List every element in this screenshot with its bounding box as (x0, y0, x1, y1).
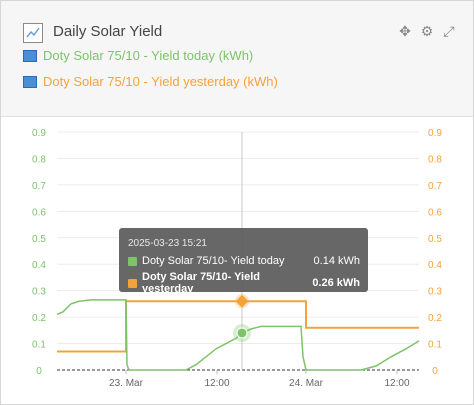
y-tick-label-left: 0.2 (32, 313, 46, 324)
series-line-yield-yesterday (57, 300, 419, 353)
y-tick-label-right: 0.8 (428, 154, 442, 165)
y-tick-label-right: 0.9 (428, 128, 442, 139)
y-tick-label-right: 0.4 (428, 260, 442, 271)
series-swatch-icon (23, 75, 37, 88)
tooltip-series-name: Doty Solar 75/10- Yield yesterday (142, 271, 260, 295)
y-tick-label-right: 0.1 (428, 340, 442, 351)
widget-tools: ✥ ⚙ ⤢ (397, 23, 457, 39)
expand-icon[interactable]: ⤢ (443, 23, 455, 39)
tooltip-date: 2025-03-23 15:21 (128, 238, 207, 249)
tooltip-row-yield-today: Doty Solar 75/10- Yield today 0.14 kWh (128, 255, 360, 267)
y-tick-label-left: 0.8 (32, 154, 46, 165)
legend-item-yield-yesterday[interactable]: Doty Solar 75/10 - Yield yesterday (kWh) (23, 74, 278, 89)
y-tick-label-left: 0.3 (32, 287, 46, 298)
hover-marker-yield-today (236, 327, 248, 339)
y-tick-label-right: 0.5 (428, 234, 442, 245)
tooltip-row-yield-yesterday: Doty Solar 75/10- Yield yesterday 0.26 k… (128, 271, 360, 295)
move-icon[interactable]: ✥ (399, 23, 411, 39)
tooltip-swatch (128, 278, 137, 288)
x-tick-label: 12:00 (384, 378, 409, 389)
series-swatch-icon (23, 49, 37, 62)
x-tick-label: 24. Mar (289, 378, 324, 389)
y-tick-label-left: 0.6 (32, 207, 46, 218)
y-tick-label-left: 0 (36, 366, 42, 377)
y-tick-label-left: 0.5 (32, 234, 46, 245)
series-line-yield-today (56, 299, 420, 371)
widget-header: Daily Solar Yield ✥ ⚙ ⤢ Doty Solar 75/10… (1, 1, 473, 117)
y-tick-label-right: 0.6 (428, 207, 442, 218)
y-tick-label-left: 0.1 (32, 340, 46, 351)
legend-item-yield-today[interactable]: Doty Solar 75/10 - Yield today (kWh) (23, 48, 253, 63)
y-tick-label-right: 0.2 (428, 313, 442, 324)
legend-label: Doty Solar 75/10 - Yield today (kWh) (43, 48, 254, 63)
y-tick-label-right: 0 (432, 366, 438, 377)
y-tick-label-right: 0.3 (428, 287, 442, 298)
hover-marker-yield-yesterday (235, 294, 249, 308)
chart-icon-svg (26, 27, 40, 38)
y-tick-label-left: 0.7 (32, 181, 46, 192)
y-tick-label-left: 0.9 (32, 128, 46, 139)
widget-title: Daily Solar Yield (53, 23, 163, 40)
gear-icon[interactable]: ⚙ (420, 23, 434, 39)
chart-icon (23, 23, 43, 43)
legend-label: Doty Solar 75/10 - Yield yesterday (kWh) (43, 74, 278, 89)
tooltip-swatch (128, 256, 137, 266)
tooltip-series-name: Doty Solar 75/10- Yield today (142, 255, 285, 267)
y-tick-label-right: 0.7 (428, 181, 442, 192)
chart-tooltip: 2025-03-23 15:21 Doty Solar 75/10- Yield… (119, 228, 368, 295)
tooltip-value: 0.26 kWh (312, 277, 360, 289)
x-tick-label: 23. Mar (109, 378, 144, 389)
y-tick-label-left: 0.4 (32, 260, 46, 271)
tooltip-value: 0.14 kWh (313, 255, 360, 267)
x-tick-label: 12:00 (204, 378, 229, 389)
